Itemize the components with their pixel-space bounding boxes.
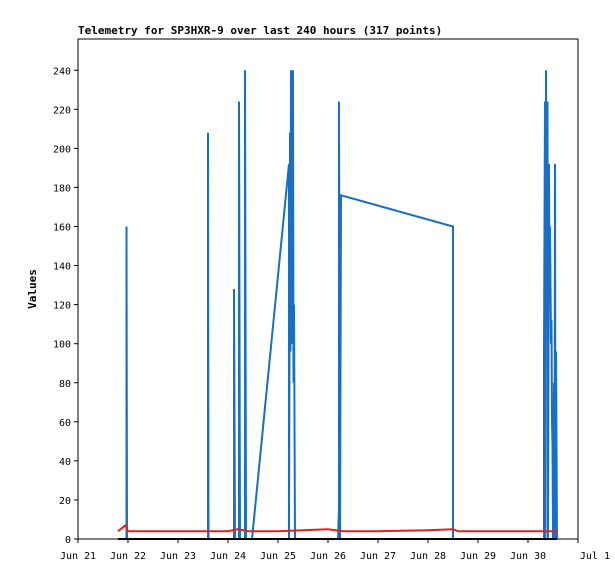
y-axis: 0 20 40 60 80 100 120 140 160 180 200 220 240 [53, 66, 78, 546]
x-tick-label: Jun 26 [310, 551, 346, 562]
x-tick-label: Jun 25 [260, 551, 296, 562]
chart-title: Telemetry for SP3HXR-9 over last 240 hou… [78, 24, 442, 37]
x-tick-label: Jun 23 [160, 551, 196, 562]
x-tick-label: Jun 30 [510, 551, 546, 562]
x-tick-label: Jun 28 [410, 551, 446, 562]
y-tick-label: 20 [59, 496, 71, 507]
x-tick-label: Jul 1 [580, 551, 610, 562]
y-tick-label: 0 [65, 535, 71, 546]
y-tick-label: 220 [53, 105, 71, 116]
series-line-0 [125, 70, 558, 540]
x-tick-label: Jun 21 [60, 551, 96, 562]
y-tick-label: 160 [53, 223, 71, 234]
x-tick-label: Jun 27 [360, 551, 396, 562]
y-tick-label: 200 [53, 144, 71, 155]
y-tick-label: 100 [53, 340, 71, 351]
y-tick-label: 180 [53, 183, 71, 194]
y-tick-label: 240 [53, 66, 71, 77]
x-tick-label: Jun 29 [460, 551, 496, 562]
y-axis-label: Values [26, 269, 39, 309]
y-tick-label: 60 [59, 418, 71, 429]
y-tick-label: 80 [59, 379, 71, 390]
x-tick-label: Jun 24 [210, 551, 246, 562]
series-layer [117, 70, 558, 540]
y-tick-label: 40 [59, 457, 71, 468]
x-axis: Jun 21 Jun 22 Jun 23 Jun 24 Jun 25 Jun 26 Jun … [60, 539, 610, 562]
series-line-1 [117, 523, 557, 533]
y-tick-label: 140 [53, 262, 71, 273]
x-tick-label: Jun 22 [110, 551, 146, 562]
plot-frame [77, 38, 579, 540]
y-tick-label: 120 [53, 301, 71, 312]
